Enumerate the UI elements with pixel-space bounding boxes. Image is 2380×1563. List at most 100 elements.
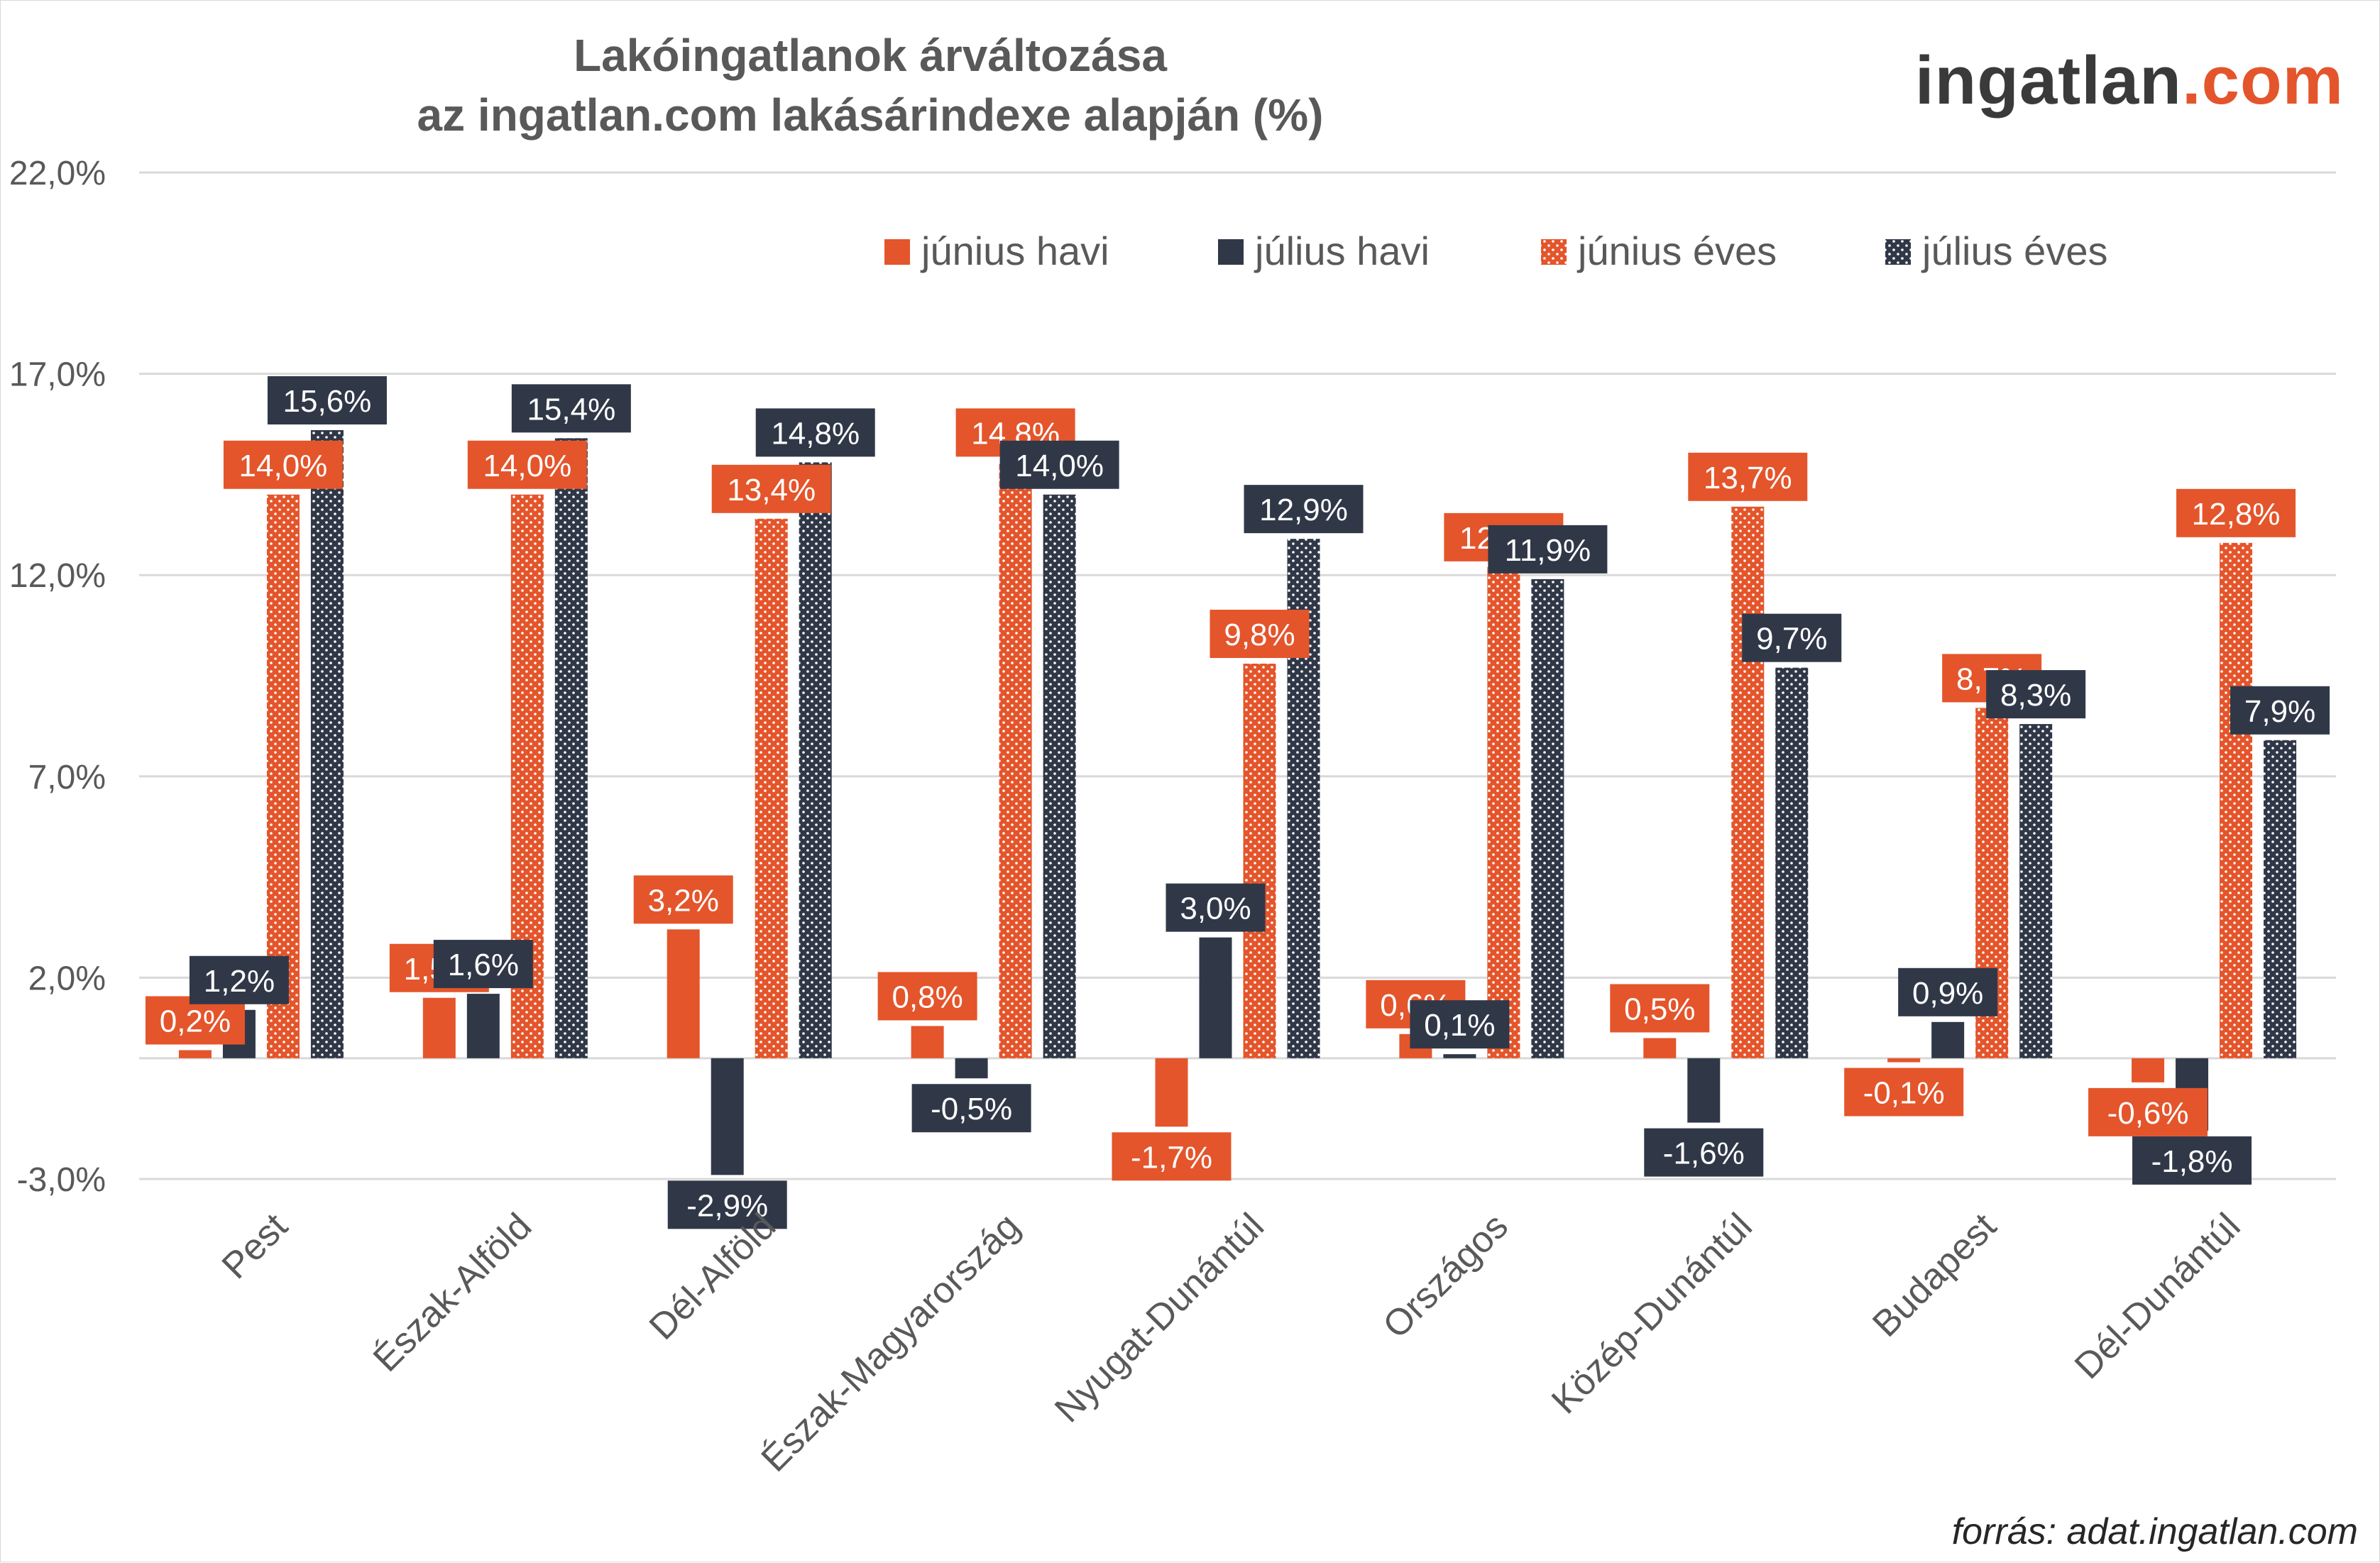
bar: [178, 1050, 212, 1058]
x-category-label: Országos: [1376, 1205, 1516, 1346]
data-label: 1,2%: [204, 964, 275, 999]
data-label-box: [267, 376, 387, 425]
x-category-label: Közép-Dunántúl: [1544, 1205, 1760, 1422]
data-label: 14,8%: [771, 416, 860, 451]
x-category-label: Észak-Alföld: [366, 1205, 539, 1379]
bar: [799, 462, 832, 1058]
data-label-box: [145, 996, 245, 1045]
data-label: -0,1%: [1863, 1076, 1945, 1111]
data-label: 13,7%: [1704, 461, 1792, 495]
data-label-box: [633, 875, 733, 924]
x-category-label: Budapest: [1865, 1205, 2005, 1345]
data-label-box: [1610, 984, 1710, 1033]
data-label: 13,4%: [727, 473, 816, 508]
data-label: -0,5%: [931, 1092, 1012, 1126]
data-label: 15,6%: [283, 384, 372, 419]
legend-label: június éves: [1576, 229, 1777, 273]
legend-swatch: [1218, 239, 1244, 265]
bar: [1531, 578, 1564, 1058]
legend-swatch: [884, 239, 910, 265]
x-category-label: Dél-Dunántúl: [2067, 1205, 2249, 1387]
y-tick-label: 2,0%: [28, 960, 106, 997]
legend-label: június havi: [920, 229, 1109, 273]
y-tick-label: 17,0%: [9, 356, 106, 394]
bar: [2220, 542, 2253, 1058]
bar: [1887, 1058, 1921, 1063]
data-label: 0,1%: [1424, 1008, 1495, 1043]
bar: [2264, 740, 2297, 1058]
ingatlan-logo: ingatlan.com: [1915, 42, 2344, 120]
data-label-box: [1898, 967, 1998, 1016]
data-label-box: [1210, 609, 1310, 658]
bar: [554, 438, 588, 1058]
bar: [1487, 566, 1520, 1058]
chart-title-line-1: Lakóingatlanok árváltozása: [574, 30, 1167, 81]
data-label-box: [1742, 613, 1842, 662]
x-category-label: Pest: [214, 1205, 296, 1287]
data-label: 12,9%: [1259, 493, 1348, 527]
data-label-box: [1410, 1000, 1510, 1049]
data-label-box: [711, 464, 831, 513]
bar: [711, 1058, 744, 1175]
bar: [1043, 494, 1076, 1058]
data-label: 14,0%: [1015, 449, 1104, 483]
data-label: -1,7%: [1131, 1140, 1212, 1175]
y-tick-label: 22,0%: [9, 155, 106, 192]
bar: [999, 462, 1032, 1058]
y-tick-label: 7,0%: [28, 759, 106, 796]
bar: [1775, 667, 1809, 1058]
bar: [955, 1058, 988, 1079]
data-label: 8,3%: [2000, 678, 2071, 713]
data-label: 3,2%: [648, 883, 719, 918]
data-label: 12,8%: [2192, 497, 2281, 532]
bar: [1931, 1021, 1965, 1058]
legend-label: július éves: [1921, 229, 2107, 273]
data-label-box: [1488, 525, 1608, 574]
data-label-box: [999, 440, 1119, 489]
data-label: -1,6%: [1663, 1136, 1745, 1171]
data-label: 9,7%: [1756, 622, 1827, 657]
data-label-box: [2176, 488, 2296, 537]
data-label-box: [433, 940, 533, 989]
bar: [755, 518, 788, 1058]
bar: [1243, 663, 1276, 1058]
data-label-box: [667, 1180, 787, 1229]
data-label-box: [511, 384, 631, 433]
y-tick-label: -3,0%: [17, 1161, 106, 1199]
bar: [1643, 1038, 1677, 1058]
data-label: 0,8%: [892, 980, 963, 1014]
bar: [1731, 506, 1765, 1058]
data-label-box: [755, 408, 875, 457]
bar: [2132, 1058, 2165, 1082]
bar: [1687, 1058, 1721, 1123]
data-label: 0,5%: [1624, 992, 1695, 1026]
bar: [667, 929, 700, 1058]
data-label: -1,8%: [2151, 1144, 2233, 1179]
data-label-box: [1166, 883, 1266, 932]
legend-label: július havi: [1254, 229, 1430, 273]
data-label: 15,4%: [527, 392, 615, 427]
chart-title-line-2: az ingatlan.com lakásárindexe alapján (%…: [417, 89, 1324, 141]
data-label: 14,0%: [239, 449, 328, 483]
data-label-box: [911, 1084, 1031, 1133]
x-category-label: Észak-Magyarország: [754, 1205, 1028, 1479]
logo-text-suffix: .com: [2181, 43, 2344, 119]
data-label: 3,0%: [1180, 892, 1251, 926]
source-note: forrás: adat.ingatlan.com: [1951, 1511, 2358, 1552]
data-label-box: [2230, 686, 2330, 735]
y-tick-label: 12,0%: [9, 557, 106, 595]
bar: [911, 1026, 944, 1058]
data-label: 11,9%: [1505, 533, 1591, 568]
legend-swatch: [1541, 239, 1567, 265]
data-label: 1,6%: [448, 948, 519, 982]
data-label-box: [1844, 1068, 1964, 1117]
bar: [1199, 937, 1232, 1058]
data-label-box: [877, 972, 977, 1021]
bar: [422, 997, 456, 1058]
bar: [310, 430, 344, 1058]
data-label-box: [467, 440, 587, 489]
data-label-box: [1644, 1128, 1764, 1177]
bar: [2019, 724, 2053, 1058]
